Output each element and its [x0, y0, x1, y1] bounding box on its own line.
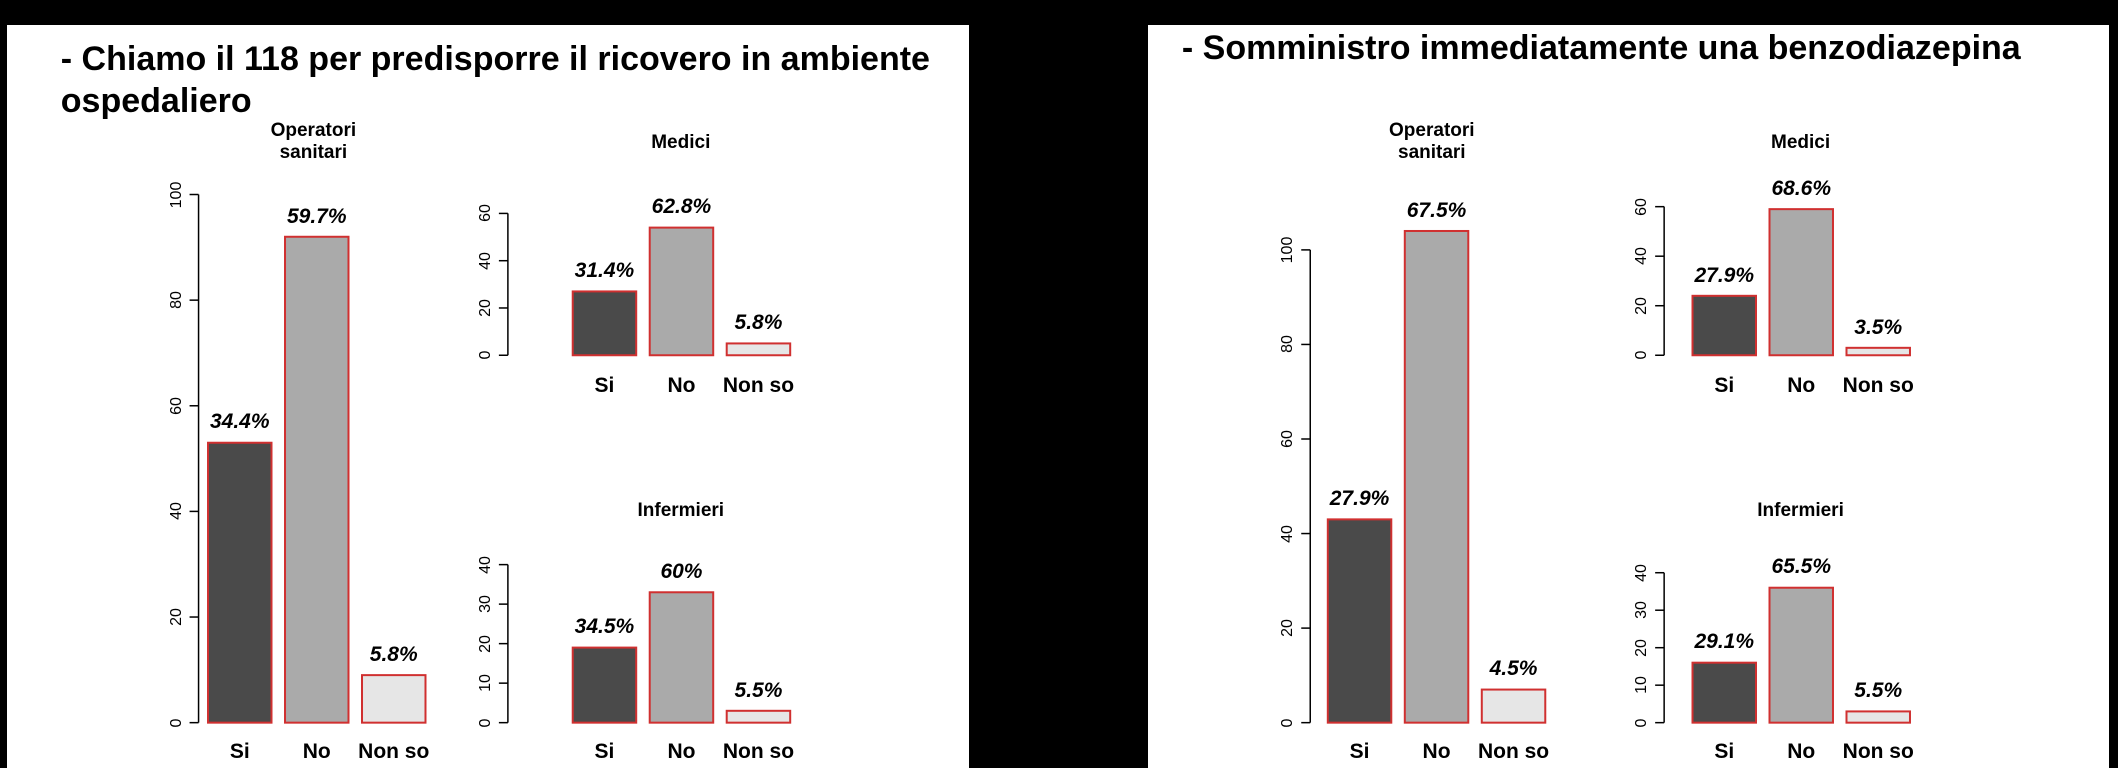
x-tick-label: Si: [229, 740, 250, 764]
panel-title: - Chiamo il 118 per predisporre il ricov…: [60, 39, 930, 120]
y-tick-label: 20: [1279, 619, 1297, 637]
x-tick-label: Non so: [722, 740, 795, 764]
y-tick-label: 20: [1633, 638, 1651, 657]
y-tick-label: 100: [167, 181, 185, 208]
bar: [284, 235, 350, 724]
y-tick-label: 100: [1279, 236, 1297, 264]
bar-label: 34.4%: [209, 410, 270, 434]
bar-label: 31.4%: [574, 259, 635, 283]
bar: [1691, 661, 1757, 724]
panel-title: - Somministro immediatamente una benzodi…: [1181, 29, 2021, 67]
y-tick-label: 60: [1633, 197, 1651, 216]
x-tick-label: Non so: [722, 374, 795, 398]
y-tick-label: 0: [476, 350, 494, 360]
x-tick-label: Non so: [1477, 740, 1550, 764]
bar-label: 5.8%: [734, 311, 783, 335]
y-tick-label: 30: [1633, 601, 1651, 620]
y-tick-label: 20: [167, 608, 185, 626]
y-tick-label: 40: [1279, 524, 1297, 543]
bar-label: 60%: [660, 560, 703, 583]
bar-label: 3.5%: [1854, 315, 1903, 339]
bar-label: 27.9%: [1694, 263, 1755, 287]
bar: [1326, 518, 1393, 724]
y-tick-label: 80: [167, 291, 185, 310]
bar: [1768, 208, 1834, 357]
bar: [1480, 688, 1547, 724]
bar-label: 4.5%: [1489, 657, 1538, 681]
bar: [648, 226, 715, 357]
bar-label: 62.8%: [651, 195, 712, 219]
bar: [361, 674, 427, 724]
bar: [1691, 294, 1757, 357]
x-tick-label: No: [1787, 374, 1816, 398]
bar: [1845, 710, 1911, 724]
y-tick-label: 60: [476, 204, 494, 223]
bar: [1403, 229, 1470, 724]
chart-title: Infermieri: [1757, 499, 1844, 521]
y-tick-label: 10: [1633, 676, 1651, 695]
y-tick-label: 20: [1633, 296, 1651, 315]
bar-label: 5.5%: [1854, 679, 1903, 703]
x-tick-label: No: [667, 740, 696, 764]
panel-frame: [0, 18, 976, 768]
x-tick-label: Non so: [1842, 740, 1914, 764]
bar-label: 65.5%: [1771, 555, 1832, 579]
y-tick-label: 0: [167, 718, 185, 728]
x-tick-label: Si: [1714, 374, 1735, 398]
bar: [1845, 346, 1911, 357]
y-tick-label: 40: [476, 555, 494, 574]
y-tick-label: 0: [1279, 718, 1297, 728]
y-tick-label: 0: [1633, 350, 1651, 360]
x-tick-label: Si: [1349, 740, 1370, 764]
bar-label: 29.1%: [1694, 630, 1755, 654]
y-tick-label: 80: [1279, 335, 1297, 354]
y-tick-label: 30: [476, 595, 494, 614]
y-tick-label: 10: [476, 674, 494, 693]
chart-title: Operatori sanitari: [1389, 119, 1475, 163]
bar: [725, 709, 792, 724]
chart-title: Medici: [651, 132, 711, 154]
y-tick-label: 20: [476, 299, 494, 317]
bar: [648, 591, 715, 724]
y-tick-label: 60: [1279, 430, 1297, 448]
bar: [207, 441, 273, 724]
x-tick-label: Non so: [1842, 374, 1914, 398]
x-tick-label: Si: [594, 374, 615, 398]
chart-title: Medici: [1771, 132, 1831, 154]
y-tick-label: 40: [1633, 563, 1651, 582]
x-tick-label: Si: [594, 740, 615, 764]
bar-label: 5.8%: [369, 642, 418, 666]
bar-label: 34.5%: [574, 615, 635, 639]
x-tick-label: Non so: [358, 740, 430, 764]
chart-title: Infermieri: [637, 499, 725, 521]
x-tick-label: Si: [1714, 740, 1735, 764]
chart-title: Operatori sanitari: [270, 119, 357, 163]
x-tick-label: No: [1787, 740, 1816, 764]
x-tick-label: No: [667, 374, 696, 398]
bar-label: 59.7%: [286, 204, 347, 228]
bar-label: 67.5%: [1406, 198, 1467, 222]
bar: [725, 342, 792, 357]
x-tick-label: No: [1422, 740, 1451, 764]
bar-label: 5.5%: [734, 678, 783, 702]
bar: [571, 646, 638, 724]
y-tick-label: 20: [476, 634, 494, 653]
bar-label: 27.9%: [1329, 487, 1390, 511]
y-tick-label: 0: [476, 718, 494, 728]
bar-label: 68.6%: [1771, 176, 1832, 200]
y-tick-label: 40: [476, 251, 494, 270]
y-tick-label: 0: [1633, 718, 1651, 728]
panel-frame: [1141, 18, 2116, 768]
x-tick-label: No: [302, 740, 331, 764]
y-tick-label: 60: [167, 396, 185, 415]
y-tick-label: 40: [167, 502, 185, 521]
bar: [1768, 586, 1834, 724]
bar: [571, 290, 638, 357]
y-tick-label: 40: [1633, 247, 1651, 266]
